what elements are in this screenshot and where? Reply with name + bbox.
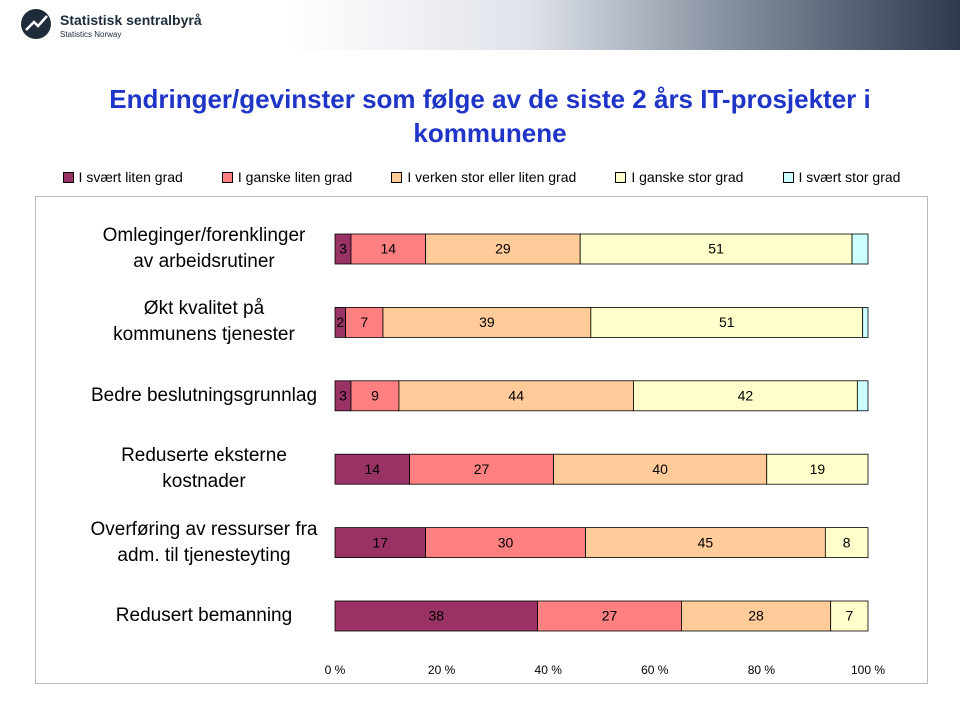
data-label: 3 [339, 388, 347, 404]
data-label: 9 [371, 388, 379, 404]
legend-label: I svært stor grad [798, 169, 901, 185]
x-tick-label: 100 % [851, 663, 885, 677]
legend-item: I verken stor eller liten grad [391, 169, 576, 185]
data-label: 8 [843, 534, 851, 550]
data-label: 44 [508, 388, 524, 404]
data-label: 27 [602, 608, 618, 624]
bar-segment [537, 600, 682, 632]
x-tick-label: 60 % [641, 663, 669, 677]
legend-swatch [391, 171, 403, 183]
data-label: 2 [336, 314, 344, 330]
banner [0, 0, 960, 50]
bar-segment [350, 233, 427, 265]
bar-segment [766, 453, 869, 485]
legend-label: I verken stor eller liten grad [407, 169, 577, 185]
data-label: 17 [373, 534, 389, 550]
data-label: 40 [652, 461, 668, 477]
bar-segment [862, 306, 869, 338]
category-label: Økt kvalitet på kommunens tjenester [113, 298, 295, 346]
logo-icon [21, 9, 51, 39]
x-tick-label: 0 % [325, 663, 346, 677]
legend-swatch [62, 171, 74, 183]
data-label: 27 [474, 461, 490, 477]
bar-segment [350, 380, 400, 412]
bar-segment [633, 380, 858, 412]
x-tick-label: 80 % [748, 663, 776, 677]
bar-segment [382, 306, 592, 338]
data-label: 14 [381, 241, 397, 257]
bar-segment [585, 527, 826, 558]
category-label: Omleginger/forenklinger av arbeidsrutine… [102, 225, 306, 272]
logo-name: Statistisk sentralbyrå [60, 12, 202, 28]
data-label: 29 [495, 241, 511, 257]
legend-label: I ganske liten grad [237, 169, 353, 185]
bar-segment [409, 453, 554, 485]
legend: I svært liten grad I ganske liten grad I v… [35, 160, 928, 194]
data-label: 28 [748, 608, 764, 624]
data-label: 51 [708, 241, 724, 257]
data-label: 14 [365, 461, 381, 477]
category-label: Redusert bemanning [115, 605, 293, 626]
category-label: Bedre beslutningsgrunnlag [90, 384, 318, 406]
bar-segment [345, 306, 384, 338]
bar-segment [681, 600, 832, 632]
legend-label: I ganske stor grad [631, 169, 744, 185]
bar-segment [824, 527, 869, 558]
data-label: 45 [698, 534, 714, 550]
bar-segment [425, 233, 581, 265]
bar-segment [830, 600, 869, 632]
data-label: 30 [498, 534, 514, 550]
x-tick-label: 20 % [428, 663, 456, 677]
logo-subtitle: Statistics Norway [60, 30, 122, 39]
legend-swatch [221, 171, 233, 183]
category-label: Reduserte eksterne kostnader [121, 445, 287, 493]
legend-item: I svært stor grad [782, 169, 901, 185]
bar-segment [425, 527, 586, 558]
data-label: 39 [479, 314, 495, 330]
data-label: 42 [738, 388, 754, 404]
legend-item: I svært liten grad [62, 169, 183, 185]
plot-frame [35, 196, 928, 684]
data-label: 19 [810, 461, 826, 477]
bar-segment [398, 380, 634, 412]
data-label: 7 [360, 314, 368, 330]
legend-item: I ganske liten grad [221, 169, 353, 185]
data-label: 3 [339, 241, 347, 257]
data-label: 38 [428, 608, 444, 624]
bar-segment [334, 527, 427, 558]
legend-swatch [615, 171, 627, 183]
data-label: 7 [845, 608, 853, 624]
legend-swatch [782, 171, 794, 183]
bar-segment [579, 233, 853, 265]
category-label: Overføring av ressurser fra adm. til tje… [90, 518, 318, 566]
bar-segment [334, 453, 411, 485]
bar-segment [851, 233, 869, 265]
chart-title: Endringer/gevinster som følge av de sist… [109, 84, 871, 148]
legend-label: I svært liten grad [78, 169, 183, 185]
x-tick-label: 40 % [535, 663, 563, 677]
legend-item: I ganske stor grad [615, 169, 743, 185]
data-label: 51 [719, 314, 735, 330]
bar-segment [334, 600, 538, 632]
bar-segment [856, 380, 869, 412]
bar-segment [590, 306, 864, 338]
